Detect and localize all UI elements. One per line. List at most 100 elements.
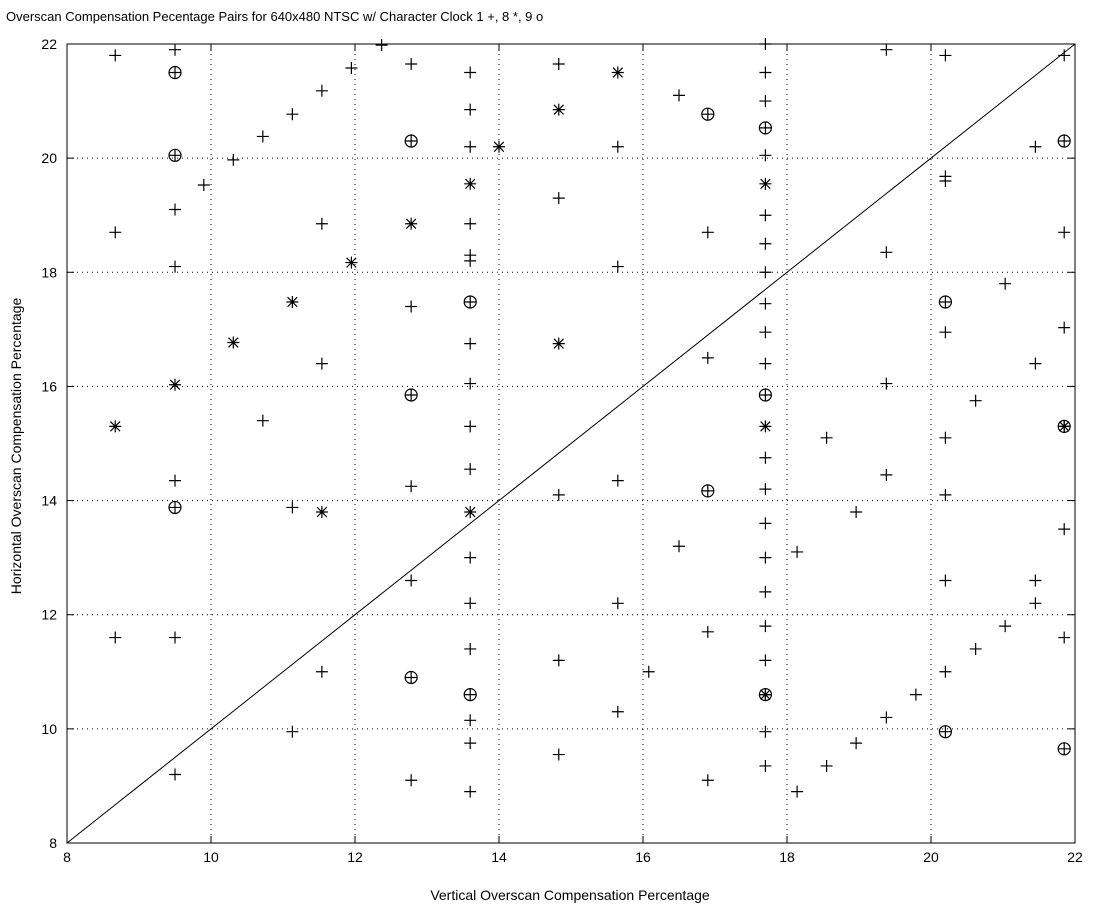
chart-title: Overscan Compensation Pecentage Pairs fo… xyxy=(6,9,543,24)
x-tick-label: 8 xyxy=(63,849,71,865)
data-points xyxy=(109,38,1071,798)
circle-marker-cross xyxy=(939,295,952,308)
plus-marker xyxy=(611,705,624,718)
star-marker xyxy=(552,103,565,116)
plus-marker xyxy=(701,625,714,638)
plus-marker xyxy=(759,326,772,339)
plus-marker xyxy=(464,642,477,655)
plus-marker xyxy=(759,266,772,279)
plus-marker xyxy=(1058,49,1071,62)
plus-marker xyxy=(1058,321,1071,334)
plus-marker xyxy=(611,140,624,153)
plus-marker xyxy=(345,61,358,74)
circle-marker-cross xyxy=(1058,135,1071,148)
plus-marker xyxy=(759,237,772,250)
plus-marker xyxy=(169,768,181,781)
plus-marker xyxy=(1058,226,1071,239)
plus-marker xyxy=(880,246,893,259)
plus-marker xyxy=(464,217,477,230)
plus-marker xyxy=(1029,357,1042,370)
plot-frame xyxy=(66,43,1076,844)
plus-marker xyxy=(109,631,122,644)
plus-marker xyxy=(791,785,804,798)
plus-marker xyxy=(909,688,922,701)
plus-marker xyxy=(464,66,477,79)
plus-marker xyxy=(286,501,299,514)
plus-marker xyxy=(701,774,714,787)
circle-marker-cross xyxy=(169,149,181,162)
plus-marker xyxy=(611,597,624,610)
plus-marker xyxy=(880,43,893,56)
plus-marker xyxy=(880,711,893,724)
y-tick-label: 10 xyxy=(41,721,57,737)
circle-marker xyxy=(1057,742,1071,756)
plus-marker xyxy=(642,665,655,678)
circle-marker xyxy=(168,500,182,515)
circle-marker xyxy=(1057,419,1071,433)
plus-marker xyxy=(464,254,477,267)
plus-marker xyxy=(464,714,477,727)
circle-marker xyxy=(404,670,418,685)
circle-marker-cross xyxy=(405,671,418,684)
circle-marker-cross xyxy=(939,725,952,738)
plus-marker xyxy=(791,545,804,558)
star-marker xyxy=(759,420,772,433)
y-axis-title: Horizontal Overscan Compensation Percent… xyxy=(8,298,24,595)
plus-marker xyxy=(405,774,418,787)
plus-marker xyxy=(759,209,772,222)
plus-marker xyxy=(759,483,772,496)
plus-marker xyxy=(169,43,181,56)
plus-marker xyxy=(759,357,772,370)
plus-marker xyxy=(1029,140,1042,153)
star-marker xyxy=(493,140,505,153)
plus-marker xyxy=(464,337,477,350)
plus-marker xyxy=(109,49,122,62)
star-marker xyxy=(345,256,358,269)
plus-marker xyxy=(552,57,565,70)
plus-marker xyxy=(464,551,477,564)
plus-marker xyxy=(701,351,714,364)
plus-marker xyxy=(759,517,772,530)
plus-marker xyxy=(464,420,477,433)
plus-marker xyxy=(464,785,477,798)
y-tick-label: 18 xyxy=(41,264,57,280)
x-tick-label: 20 xyxy=(923,849,939,865)
plus-marker xyxy=(405,480,418,493)
plus-marker xyxy=(759,149,772,162)
plus-marker xyxy=(759,620,772,633)
plus-marker xyxy=(286,108,299,121)
circle-marker xyxy=(404,134,418,148)
plus-marker xyxy=(169,260,181,273)
plus-marker xyxy=(939,326,952,339)
plus-marker xyxy=(315,217,328,230)
plus-marker xyxy=(1058,631,1071,644)
plus-marker xyxy=(939,49,952,62)
star-marker xyxy=(552,337,565,350)
star-marker xyxy=(611,66,624,79)
circle-marker-cross xyxy=(405,388,418,401)
circle-marker-cross xyxy=(759,121,772,134)
plus-marker xyxy=(759,585,772,598)
circle-marker xyxy=(168,148,182,162)
plus-marker xyxy=(850,505,863,518)
plus-marker xyxy=(939,574,952,587)
plus-marker xyxy=(552,654,565,667)
plus-marker xyxy=(315,357,328,370)
y-tick-label: 14 xyxy=(41,493,57,509)
circle-marker-cross xyxy=(464,688,477,701)
plus-marker xyxy=(315,665,328,678)
plus-marker xyxy=(109,226,122,239)
circle-marker xyxy=(463,295,477,309)
plus-marker xyxy=(464,463,477,476)
circle-marker-cross xyxy=(759,688,772,701)
plus-marker xyxy=(464,140,477,153)
diagonal-reference-line xyxy=(66,43,1076,844)
plus-marker xyxy=(759,654,772,667)
plus-marker xyxy=(464,737,477,750)
plus-marker xyxy=(405,300,418,313)
plus-marker xyxy=(1029,597,1042,610)
star-marker xyxy=(464,505,477,518)
star-marker xyxy=(315,505,328,518)
plus-marker xyxy=(999,277,1012,290)
plus-marker xyxy=(1029,574,1042,587)
